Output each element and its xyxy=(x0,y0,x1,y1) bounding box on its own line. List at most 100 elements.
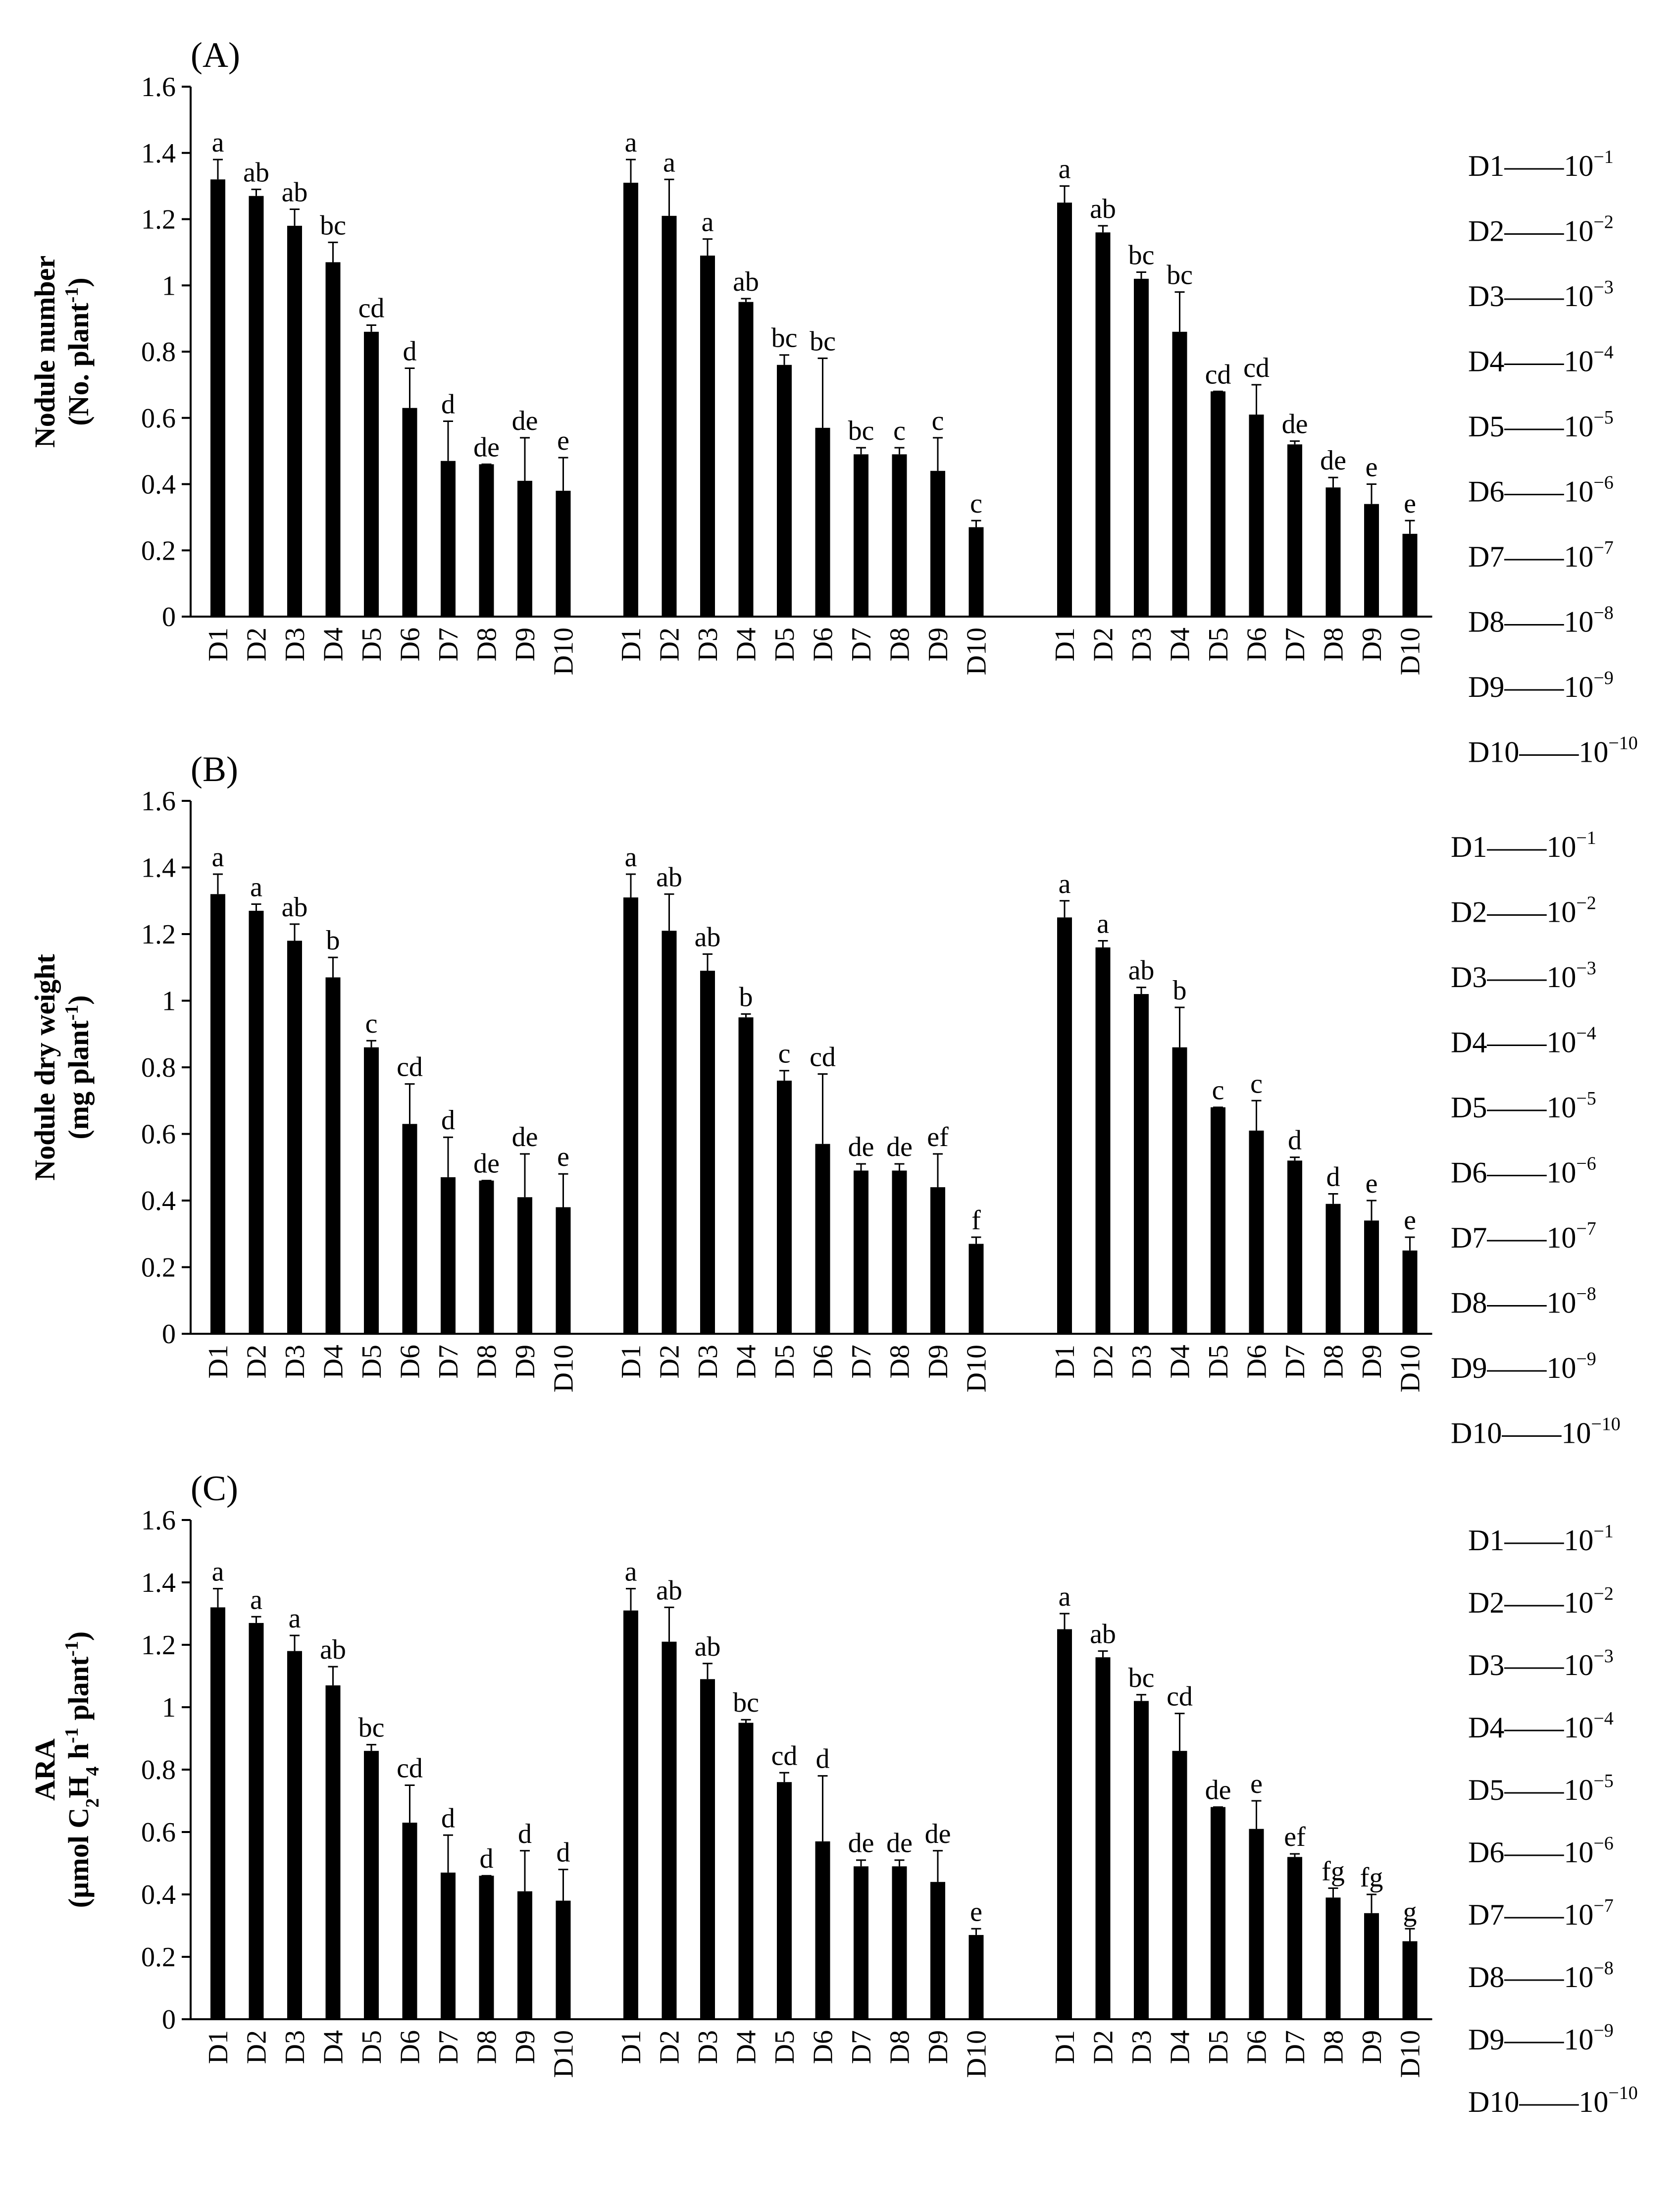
bar xyxy=(556,490,571,617)
legend-dash: —— xyxy=(1504,606,1564,638)
x-tick-label: D4 xyxy=(318,628,349,661)
legend-exponent: −6 xyxy=(1593,1833,1613,1854)
significance-letter: c xyxy=(365,1008,378,1039)
bar xyxy=(517,480,532,617)
legend-base: 10 xyxy=(1546,1026,1576,1059)
significance-letter: de xyxy=(886,1132,913,1162)
significance-letter: fg xyxy=(1322,1856,1345,1887)
bar xyxy=(1057,1629,1072,2019)
y-tick-label: 1.6 xyxy=(141,1505,176,1536)
significance-letter: d xyxy=(1326,1162,1340,1193)
legend-exponent: −10 xyxy=(1608,733,1637,754)
bar xyxy=(325,977,341,1334)
significance-letter: bc xyxy=(1167,260,1193,291)
legend-dash: —— xyxy=(1486,1352,1547,1384)
legend-code: D8 xyxy=(1468,1961,1504,1993)
bar xyxy=(623,897,638,1334)
x-tick-label: D8 xyxy=(1319,1345,1349,1378)
legend-item: D6——10−6 xyxy=(1451,1153,1596,1189)
legend-code: D6 xyxy=(1468,475,1504,508)
legend-exponent: −2 xyxy=(1576,893,1596,914)
legend-base: 10 xyxy=(1564,2023,1593,2056)
bar xyxy=(1249,1130,1264,1334)
y-tick-label: 0.8 xyxy=(141,1052,176,1083)
significance-letter: c xyxy=(1212,1075,1224,1106)
y-axis-title-sub: 4 xyxy=(82,1767,103,1776)
x-tick-label: D7 xyxy=(1280,2030,1311,2064)
legend-code: D7 xyxy=(1468,540,1504,573)
legend-dash: —— xyxy=(1486,896,1547,929)
significance-letter: a xyxy=(1097,908,1109,939)
bar xyxy=(892,454,907,617)
legend-code: D4 xyxy=(1468,345,1504,378)
legend-exponent: −8 xyxy=(1593,1958,1613,1979)
bar xyxy=(892,1866,907,2019)
x-tick-label: D7 xyxy=(1280,1345,1311,1378)
bar xyxy=(441,461,456,617)
legend-dash: —— xyxy=(1504,215,1564,248)
y-axis-title-close: ) xyxy=(62,995,95,1004)
y-tick-label: 0.4 xyxy=(141,1880,176,1910)
bar xyxy=(738,302,754,617)
significance-letter: ab xyxy=(1090,194,1116,224)
x-tick-label: D2 xyxy=(655,1345,685,1378)
legend-item: D5——10−5 xyxy=(1468,407,1614,443)
significance-letter: d xyxy=(1288,1125,1302,1156)
panel-label: (B) xyxy=(191,749,238,789)
bar xyxy=(1211,1807,1225,2019)
x-tick-label: D6 xyxy=(1242,628,1273,661)
bar xyxy=(968,1244,984,1334)
x-tick-label: D7 xyxy=(846,1345,877,1378)
y-axis-title-part: H xyxy=(62,1776,95,1798)
significance-letter: de xyxy=(1205,1775,1231,1806)
x-tick-label: D10 xyxy=(1395,628,1426,675)
significance-letter: a xyxy=(625,1557,637,1587)
y-axis-title-line1: Nodule number xyxy=(29,256,61,448)
y-tick-label: 0.6 xyxy=(141,1817,176,1848)
legend-base: 10 xyxy=(1564,475,1593,508)
x-tick-label: D8 xyxy=(885,2030,916,2064)
legend-base: 10 xyxy=(1546,1156,1576,1189)
legend-exponent: −5 xyxy=(1593,1771,1613,1791)
significance-letter: d xyxy=(816,1744,830,1775)
x-tick-label: D10 xyxy=(549,1345,579,1392)
legend-item: D2——10−2 xyxy=(1451,893,1596,929)
x-tick-label: D1 xyxy=(616,1345,647,1378)
bar xyxy=(287,1651,302,2019)
significance-letter: c xyxy=(893,416,906,446)
x-tick-label: D10 xyxy=(962,2030,992,2078)
legend-exponent: −9 xyxy=(1576,1349,1596,1369)
significance-letter: ab xyxy=(1090,1619,1116,1650)
legend-code: D2 xyxy=(1468,215,1504,248)
x-tick-label: D9 xyxy=(1357,1345,1387,1378)
y-tick-label: 1 xyxy=(162,270,176,301)
legend-exponent: −8 xyxy=(1576,1284,1596,1305)
legend-code: D5 xyxy=(1451,1091,1487,1124)
legend: D1——10−1D2——10−2D3——10−3D4——10−4D5——10−5… xyxy=(1468,1521,1638,2118)
y-tick-label: 1.2 xyxy=(141,1630,176,1661)
significance-letter: d xyxy=(480,1843,494,1874)
bar xyxy=(1211,391,1225,617)
x-tick-label: D4 xyxy=(731,1345,762,1378)
legend-dash: —— xyxy=(1504,475,1564,508)
bar xyxy=(738,1723,754,2019)
bar xyxy=(1249,1829,1264,2019)
x-tick-label: D1 xyxy=(203,1345,234,1378)
bar xyxy=(930,1882,945,2019)
legend-base: 10 xyxy=(1546,896,1576,929)
legend-item: D1——10−1 xyxy=(1468,147,1614,182)
bar xyxy=(1134,1701,1149,2019)
y-tick-label: 1.4 xyxy=(141,138,176,169)
bar xyxy=(854,1866,868,2019)
significance-letter: a xyxy=(212,842,224,873)
bar xyxy=(1211,1107,1225,1334)
y-tick-label: 0.6 xyxy=(141,1119,176,1150)
x-tick-label: D10 xyxy=(1395,1345,1426,1392)
x-tick-label: D6 xyxy=(1242,1345,1273,1378)
bar xyxy=(623,1610,638,2019)
y-axis-title: Nodule number(No. plant-1) xyxy=(29,256,95,448)
x-tick-label: D4 xyxy=(1165,628,1196,661)
significance-letter: b xyxy=(739,982,753,1012)
bar xyxy=(777,1080,792,1334)
bar xyxy=(1402,533,1418,617)
